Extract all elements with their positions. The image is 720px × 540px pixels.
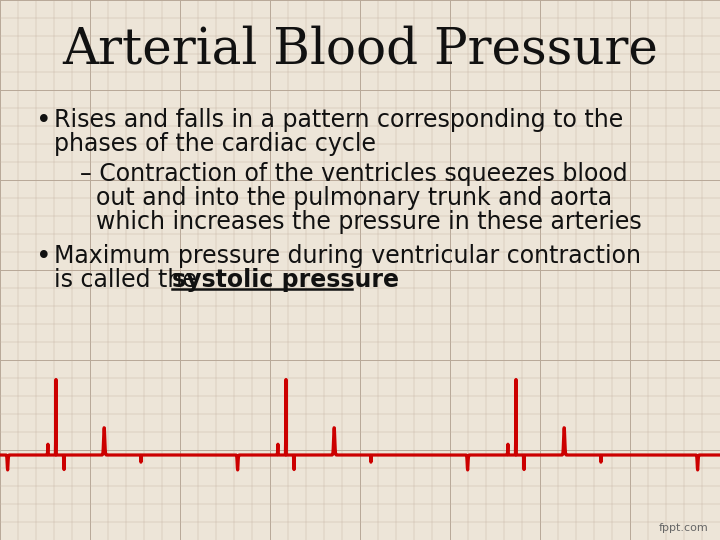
Text: •: •	[36, 244, 52, 270]
Text: phases of the cardiac cycle: phases of the cardiac cycle	[54, 132, 376, 156]
Text: fppt.com: fppt.com	[658, 523, 708, 533]
Text: out and into the pulmonary trunk and aorta: out and into the pulmonary trunk and aor…	[96, 186, 612, 210]
Text: Rises and falls in a pattern corresponding to the: Rises and falls in a pattern correspondi…	[54, 108, 624, 132]
Text: is called the: is called the	[54, 268, 204, 292]
Text: which increases the pressure in these arteries: which increases the pressure in these ar…	[96, 210, 642, 234]
Text: Maximum pressure during ventricular contraction: Maximum pressure during ventricular cont…	[54, 244, 641, 268]
Text: Arterial Blood Pressure: Arterial Blood Pressure	[62, 25, 658, 75]
Text: systolic pressure: systolic pressure	[172, 268, 399, 292]
Text: •: •	[36, 108, 52, 134]
Text: – Contraction of the ventricles squeezes blood: – Contraction of the ventricles squeezes…	[80, 162, 628, 186]
